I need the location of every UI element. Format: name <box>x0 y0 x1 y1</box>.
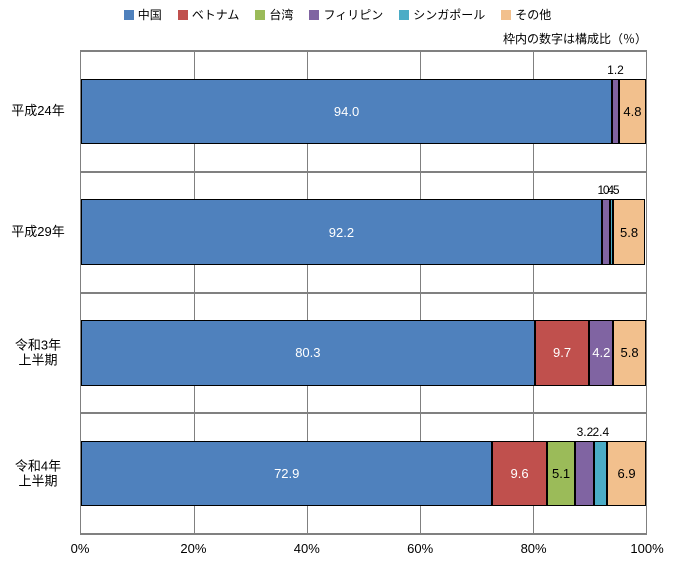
segment-value-label: 94.0 <box>334 104 359 119</box>
segment-value-label: 72.9 <box>274 466 299 481</box>
x-axis: 0%20%40%60%80%100% <box>80 541 647 559</box>
bar-segment: 9.6 <box>492 441 546 506</box>
x-tick-label: 60% <box>407 541 433 556</box>
bar-segment: 94.0 <box>81 79 612 144</box>
bar-segment <box>594 441 608 506</box>
bar-segment: 9.7 <box>535 320 590 385</box>
segment-value-label: 4.2 <box>592 345 610 360</box>
x-tick-label: 0% <box>71 541 90 556</box>
bar-segment: 6.9 <box>607 441 646 506</box>
legend: 中国 ベトナム 台湾 フィリピン シンガポール その他 <box>0 0 675 23</box>
segment-value-label: 5.1 <box>552 466 570 481</box>
legend-item: シンガポール <box>399 6 485 23</box>
bar-segment <box>575 441 593 506</box>
bar-segment: 4.8 <box>619 79 646 144</box>
stacked-bar: 92.2 5.8 <box>81 199 646 264</box>
legend-label: 中国 <box>138 8 162 22</box>
segment-value-label: 1.2 <box>607 63 624 77</box>
bar-segment: 5.8 <box>613 199 646 264</box>
category-label: 平成24年 <box>1 104 81 120</box>
stacked-bar: 72.9 9.6 5.1 6.9 <box>81 441 646 506</box>
legend-swatch <box>501 10 511 20</box>
segment-value-label: 80.3 <box>295 345 320 360</box>
x-tick-label: 40% <box>294 541 320 556</box>
legend-item: その他 <box>501 6 551 23</box>
segment-value-label: 2.4 <box>592 425 609 439</box>
segment-value-label: 5.8 <box>620 225 638 240</box>
category-label: 平成29年 <box>1 224 81 240</box>
x-tick-label: 100% <box>630 541 663 556</box>
legend-item: ベトナム <box>178 6 240 23</box>
legend-swatch <box>255 10 265 20</box>
segment-value-label: 6.9 <box>617 466 635 481</box>
legend-swatch <box>399 10 409 20</box>
legend-label: フィリピン <box>323 8 383 22</box>
x-tick-label: 80% <box>521 541 547 556</box>
legend-label: その他 <box>515 8 551 22</box>
segment-value-label: 5.8 <box>621 345 639 360</box>
segment-value-label: 92.2 <box>329 225 354 240</box>
legend-swatch <box>309 10 319 20</box>
bar-segment: 4.2 <box>589 320 613 385</box>
stacked-bar: 80.3 9.7 4.2 5.8 <box>81 320 646 385</box>
stacked-bar: 94.0 4.8 <box>81 79 646 144</box>
bar-segment: 92.2 <box>81 199 602 264</box>
segment-value-label: 0.5 <box>603 183 620 197</box>
legend-swatch <box>124 10 134 20</box>
bar-segment: 5.8 <box>613 320 646 385</box>
category-label: 令和4年上半期 <box>1 458 81 489</box>
bar-segment: 80.3 <box>81 320 535 385</box>
chart-container: 中国 ベトナム 台湾 フィリピン シンガポール その他 枠内の数字は構成比（％） 平成24… <box>0 0 675 565</box>
category-row: 令和4年上半期72.99.65.16.93.22.4 <box>81 413 646 534</box>
segment-value-label: 1.4 <box>598 183 615 197</box>
legend-item: 中国 <box>124 6 162 23</box>
segment-value-label: 4.8 <box>623 104 641 119</box>
legend-item: 台湾 <box>255 6 293 23</box>
subtitle: 枠内の数字は構成比（％） <box>503 30 647 47</box>
category-row: 平成29年92.25.81.40.5 <box>81 172 646 293</box>
legend-label: シンガポール <box>413 8 485 22</box>
bar-segment: 72.9 <box>81 441 492 506</box>
segment-value-label: 9.7 <box>553 345 571 360</box>
category-row: 令和3年上半期80.39.74.25.8 <box>81 293 646 414</box>
legend-item: フィリピン <box>309 6 383 23</box>
category-label: 令和3年上半期 <box>1 337 81 368</box>
segment-value-label: 3.2 <box>577 425 594 439</box>
bar-segment: 5.1 <box>547 441 576 506</box>
plot-area: 平成24年94.04.81.2平成29年92.25.81.40.5令和3年上半期… <box>80 50 647 535</box>
legend-swatch <box>178 10 188 20</box>
legend-label: 台湾 <box>269 8 293 22</box>
x-tick-label: 20% <box>180 541 206 556</box>
segment-value-label: 9.6 <box>511 466 529 481</box>
category-row: 平成24年94.04.81.2 <box>81 51 646 172</box>
legend-label: ベトナム <box>192 8 240 22</box>
bar-segment <box>612 79 619 144</box>
bar-segment <box>602 199 610 264</box>
